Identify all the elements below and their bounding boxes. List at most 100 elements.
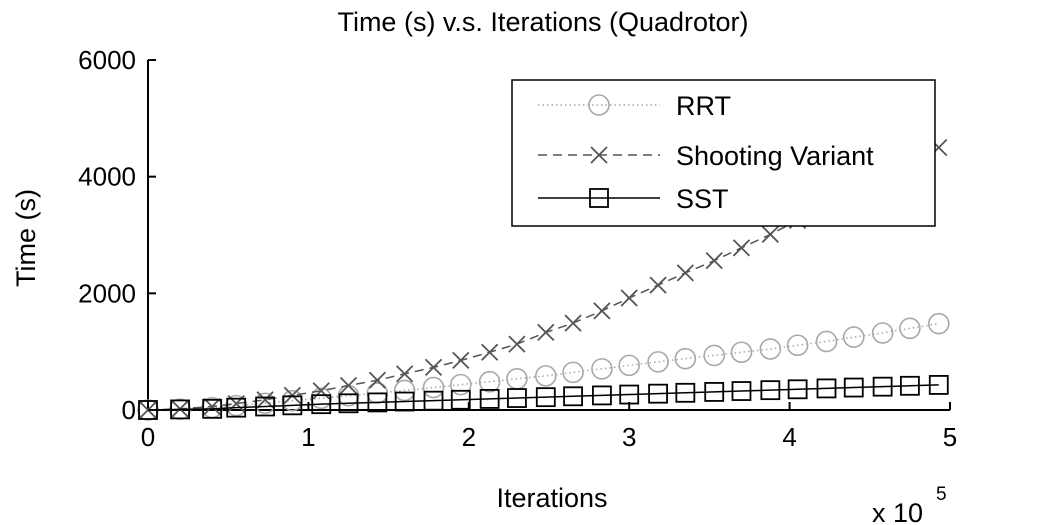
legend-label: Shooting Variant (676, 141, 874, 171)
x-tick-label: 0 (141, 422, 155, 452)
data-point (705, 252, 723, 270)
x-tick-label: 5 (943, 422, 957, 452)
data-point (449, 373, 472, 396)
x-tick-label: 4 (782, 422, 796, 452)
data-point (452, 351, 470, 370)
legend: RRT Shooting Variant SST (511, 79, 936, 227)
data-point (254, 392, 276, 415)
data-point (170, 399, 190, 420)
data-point (339, 376, 358, 395)
data-point (564, 314, 582, 332)
data-point (396, 365, 414, 383)
data-point (899, 317, 921, 340)
data-point (535, 387, 556, 408)
data-point (761, 225, 779, 244)
data-point (649, 276, 667, 294)
legend-marker (589, 188, 609, 208)
data-point (731, 381, 752, 401)
data-point (872, 376, 893, 397)
data-point (281, 389, 304, 412)
series-square (138, 375, 949, 420)
data-point (900, 375, 920, 396)
data-point (786, 334, 809, 357)
data-point (843, 377, 864, 398)
data-point (842, 326, 865, 348)
data-point (367, 392, 388, 413)
legend-item: SST (538, 184, 729, 214)
data-point (283, 386, 301, 405)
data-point (732, 239, 751, 257)
data-point (760, 380, 781, 401)
plot-area: 0 1 2 3 4 5 0 2000 4000 6000 (78, 45, 957, 452)
legend-marker (588, 94, 610, 116)
legend-item: Shooting Variant (538, 141, 874, 171)
data-point (648, 383, 668, 404)
data-point (424, 358, 443, 377)
x-tick-label: 3 (622, 422, 636, 452)
data-point (675, 382, 696, 403)
data-point (255, 396, 275, 417)
data-point (592, 385, 612, 406)
data-point (676, 264, 694, 282)
data-point (927, 312, 950, 335)
chart-title: Time (s) v.s. Iterations (Quadrotor) (337, 7, 748, 37)
data-point (282, 395, 303, 416)
data-point (537, 323, 555, 342)
data-point (508, 335, 526, 353)
data-point (203, 397, 221, 416)
y-tick-label: 4000 (78, 162, 136, 192)
axis-ticks: 0 1 2 3 4 5 0 2000 4000 6000 (78, 45, 957, 452)
data-point (312, 382, 330, 400)
x-axis-label: Iterations (496, 483, 607, 513)
data-point (871, 322, 894, 344)
data-point (591, 358, 613, 380)
data-point (618, 354, 641, 377)
y-axis-label: Time (s) (11, 189, 41, 287)
y-tick-label: 6000 (78, 45, 136, 75)
data-point (310, 387, 333, 410)
data-point (423, 390, 444, 411)
data-point (256, 391, 274, 409)
x-multiplier-label: x 10 (872, 498, 923, 525)
data-point (393, 379, 416, 402)
y-tick-label: 2000 (78, 278, 136, 308)
data-point (563, 386, 583, 407)
data-point (202, 398, 223, 419)
data-point (422, 376, 445, 399)
legend-box (511, 79, 936, 227)
data-point (816, 378, 837, 399)
data-point (674, 347, 697, 370)
legend-item: RRT (538, 91, 731, 121)
x-multiplier-exponent: 5 (936, 484, 947, 505)
data-point (620, 289, 638, 307)
data-point (450, 389, 471, 410)
x-tick-label: 2 (462, 422, 476, 452)
data-point (647, 351, 669, 373)
data-point (338, 393, 359, 414)
data-point (534, 365, 557, 387)
data-point (815, 330, 838, 353)
data-point (730, 341, 753, 364)
data-point (226, 397, 247, 418)
data-point (759, 338, 782, 360)
data-point (562, 361, 584, 384)
data-point (704, 382, 725, 402)
data-point (138, 400, 158, 420)
data-point (507, 388, 527, 408)
data-point (593, 302, 611, 320)
data-point (368, 371, 387, 389)
legend-label: RRT (676, 91, 731, 121)
data-point (478, 370, 501, 393)
data-point (225, 394, 248, 417)
y-tick-label: 0 (122, 395, 136, 425)
data-point (703, 344, 726, 367)
legend-label: SST (676, 184, 729, 214)
data-point (311, 394, 332, 415)
data-point (787, 379, 808, 400)
data-point (394, 391, 415, 412)
legend-marker (590, 146, 608, 164)
data-point (479, 389, 500, 409)
data-point (928, 375, 949, 395)
data-point (481, 343, 499, 361)
